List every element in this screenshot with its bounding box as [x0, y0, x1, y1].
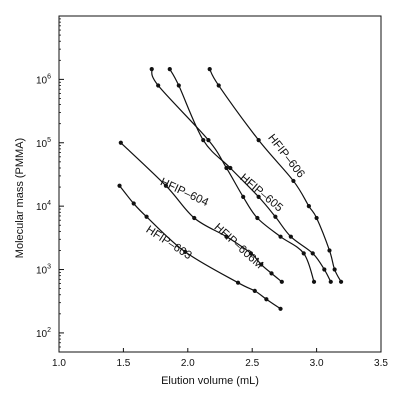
y-tick-label: 105	[36, 137, 51, 150]
data-point	[241, 194, 246, 199]
data-point	[310, 251, 315, 256]
x-axis-ticks: 1.0 1.5 2.0 2.5 3.0 3.5	[52, 348, 388, 369]
data-point	[291, 178, 296, 184]
series-3	[118, 140, 284, 284]
y-tick-label: 102	[36, 327, 51, 340]
data-point	[311, 279, 317, 284]
series-label-4: HFIP–603	[144, 224, 194, 262]
data-point	[131, 201, 136, 206]
data-point	[306, 204, 311, 209]
data-point	[216, 83, 221, 88]
x-tick-label: 3.0	[310, 358, 324, 369]
series-4	[117, 183, 283, 311]
y-tick-label: 104	[36, 200, 51, 213]
x-tick-label: 1.5	[116, 358, 130, 369]
data-point	[259, 262, 264, 267]
data-point	[264, 297, 269, 302]
y-tick-label: 103	[36, 264, 51, 277]
data-point	[183, 249, 188, 254]
data-point	[279, 279, 284, 284]
data-point	[192, 215, 197, 221]
data-point	[288, 234, 293, 239]
data-point	[176, 83, 181, 88]
x-tick-label: 2.5	[245, 358, 259, 369]
data-point	[149, 67, 154, 72]
data-point	[156, 83, 161, 88]
data-point	[273, 214, 278, 219]
data-point	[201, 138, 206, 143]
series-layer	[117, 67, 344, 311]
x-axis-label: Elution volume (mL)	[161, 375, 259, 387]
data-point	[207, 67, 212, 72]
data-point	[332, 267, 337, 272]
data-point	[256, 138, 261, 143]
data-point	[117, 183, 122, 188]
series-line	[209, 68, 342, 283]
data-point	[278, 234, 283, 239]
data-point	[224, 234, 229, 239]
data-point	[167, 67, 172, 72]
plot-frame	[58, 15, 382, 353]
series-label-1: HFIP–605	[237, 172, 284, 214]
data-point	[269, 271, 274, 276]
data-point	[314, 215, 319, 221]
x-tick-label: 1.0	[52, 358, 66, 369]
series-labels: HFIP–606HFIP–605HFIP–606MHFIP–604HFIP–60…	[144, 132, 307, 271]
data-point	[301, 251, 306, 256]
x-tick-label: 3.5	[374, 358, 388, 369]
series-line	[169, 68, 332, 283]
series-label-3: HFIP–604	[158, 176, 211, 209]
data-point	[144, 214, 149, 219]
data-point	[163, 183, 169, 188]
x-tick-label: 2.0	[181, 358, 195, 369]
data-point	[235, 280, 241, 285]
data-point	[206, 138, 211, 143]
data-point	[248, 251, 254, 256]
y-tick-label: 106	[36, 73, 51, 86]
data-point	[322, 267, 327, 272]
y-axis-ticks: 102 103 104 105 106	[36, 18, 64, 348]
data-point	[278, 306, 283, 311]
data-point	[228, 165, 233, 171]
series-1	[167, 67, 333, 284]
data-point	[338, 279, 344, 284]
y-axis-label: Molecular mass (PMMA)	[14, 138, 26, 258]
data-point	[252, 288, 257, 294]
data-point	[224, 165, 229, 171]
series-label-2: HFIP–606M	[212, 221, 266, 271]
plot-border	[58, 15, 382, 353]
data-point	[118, 140, 123, 145]
data-point	[327, 248, 332, 253]
data-point	[256, 194, 261, 199]
data-point	[328, 279, 333, 284]
series-2	[149, 67, 317, 284]
series-0	[207, 67, 344, 284]
data-point	[255, 215, 260, 221]
